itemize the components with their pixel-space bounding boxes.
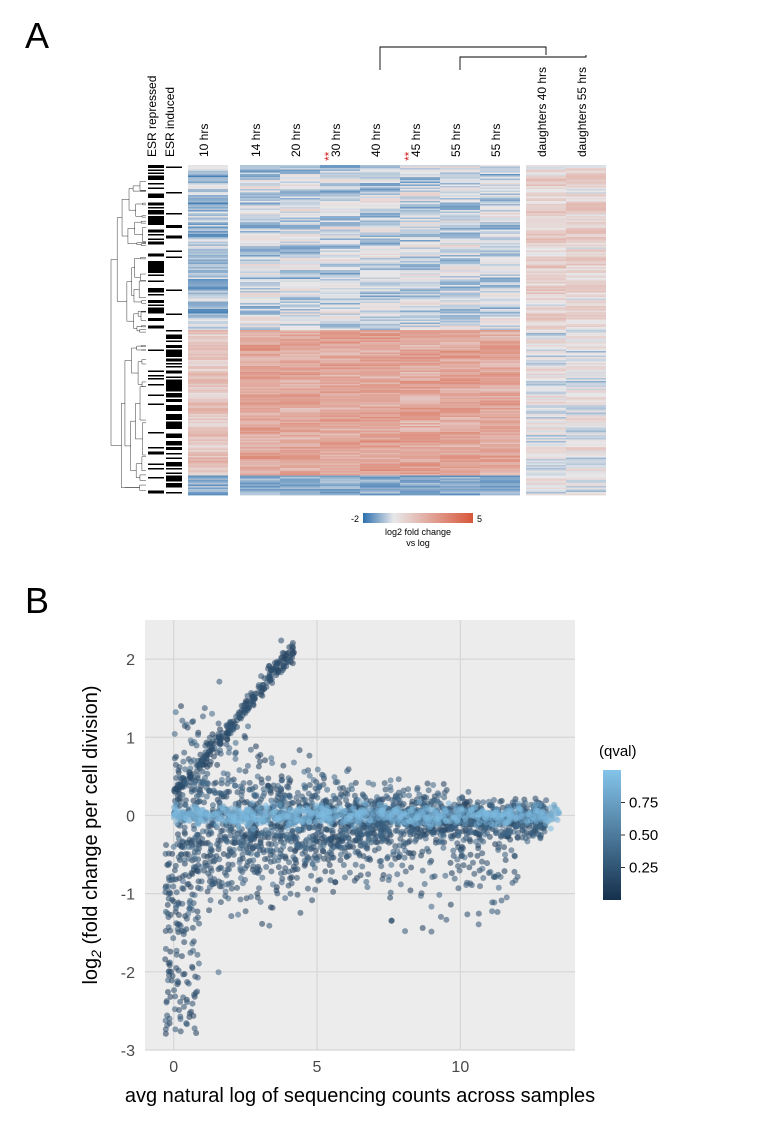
svg-text:daughters 40 hrs: daughters 40 hrs: [535, 67, 549, 157]
svg-text:ESR induced: ESR induced: [163, 87, 177, 157]
svg-text:0: 0: [169, 1059, 178, 1076]
svg-text:**: **: [322, 151, 336, 161]
svg-text:-2: -2: [121, 965, 135, 982]
panel-a-label: A: [25, 15, 49, 57]
svg-text:20 hrs: 20 hrs: [289, 124, 303, 157]
svg-text:0: 0: [126, 808, 135, 825]
svg-text:**: **: [402, 151, 416, 161]
svg-text:1: 1: [126, 730, 135, 747]
svg-text:log2 fold change: log2 fold change: [385, 527, 451, 537]
svg-text:ESR repressed: ESR repressed: [145, 76, 159, 157]
svg-text:-2: -2: [351, 514, 359, 524]
svg-text:55 hrs: 55 hrs: [489, 124, 503, 157]
svg-text:-3: -3: [121, 1043, 135, 1060]
svg-text:2: 2: [126, 652, 135, 669]
svg-text:10 hrs: 10 hrs: [197, 124, 211, 157]
svg-text:vs log: vs log: [406, 538, 430, 548]
panel-b-scatter: 0510-3-2-1012log2 (fold change per cell …: [70, 605, 710, 1115]
panel-b-label: B: [25, 580, 49, 622]
svg-text:14 hrs: 14 hrs: [249, 124, 263, 157]
svg-text:-1: -1: [121, 887, 135, 904]
svg-text:daughters 55 hrs: daughters 55 hrs: [575, 67, 589, 157]
svg-text:10: 10: [451, 1059, 469, 1076]
svg-text:40 hrs: 40 hrs: [369, 124, 383, 157]
svg-text:5: 5: [477, 514, 482, 524]
panel-a-heatmap: ESR repressed ESR induced 10 hrs 14 hrs 20 h…: [110, 35, 690, 565]
svg-text:55 hrs: 55 hrs: [449, 124, 463, 157]
svg-text:5: 5: [313, 1059, 322, 1076]
